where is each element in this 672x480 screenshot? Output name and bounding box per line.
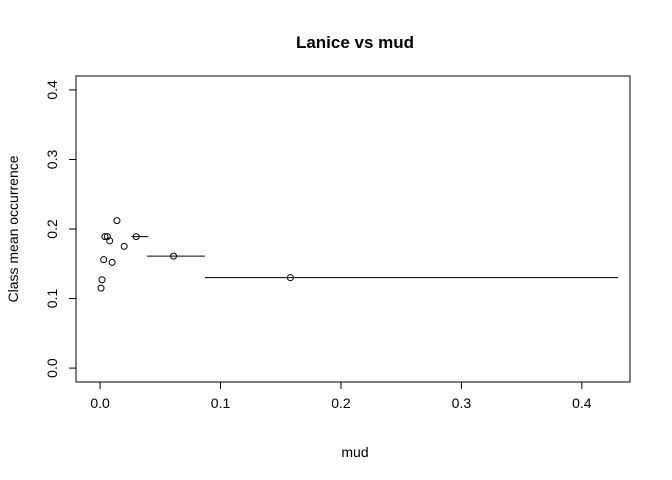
y-axis: 0.0 0.1 0.2 0.3 0.4 — [44, 80, 77, 378]
data-point — [106, 237, 114, 245]
x-axis: 0.0 0.1 0.2 0.3 0.4 — [90, 381, 592, 411]
chart-title: Lanice vs mud — [296, 33, 414, 52]
y-tick-label: 0.2 — [44, 219, 60, 239]
y-tick-label: 0.0 — [44, 358, 60, 378]
data-point — [101, 233, 109, 241]
data-point — [286, 274, 294, 282]
plot-frame — [75, 75, 631, 383]
x-tick-label: 0.2 — [331, 395, 351, 411]
range-segments — [131, 236, 618, 279]
y-axis-label: Class mean occurrence — [5, 155, 21, 302]
y-tick-label: 0.1 — [44, 289, 60, 309]
x-tick-label: 0.0 — [90, 395, 110, 411]
data-point — [98, 276, 106, 284]
y-tick-label: 0.4 — [44, 80, 60, 100]
data-point — [113, 217, 121, 225]
data-point — [170, 252, 178, 260]
data-points — [97, 217, 294, 292]
x-tick-label: 0.1 — [211, 395, 231, 411]
data-point — [108, 258, 116, 266]
x-tick-label: 0.4 — [572, 395, 592, 411]
x-axis-label: mud — [341, 444, 368, 460]
x-tick-label: 0.3 — [452, 395, 472, 411]
data-point — [132, 233, 140, 241]
y-tick-label: 0.3 — [44, 150, 60, 170]
data-point — [100, 256, 108, 264]
data-point — [97, 284, 105, 292]
data-point — [120, 242, 128, 250]
